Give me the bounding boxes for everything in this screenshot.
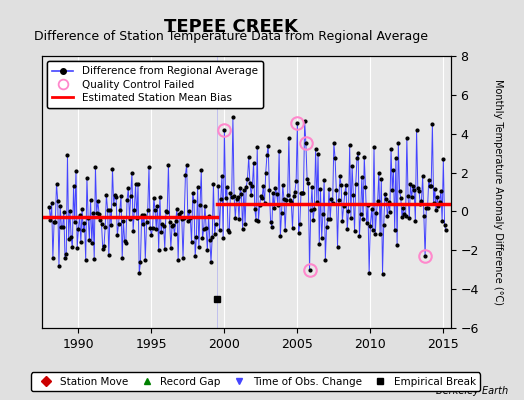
Text: Berkeley Earth: Berkeley Earth	[436, 386, 508, 396]
Legend: Difference from Regional Average, Quality Control Failed, Estimated Station Mean: Difference from Regional Average, Qualit…	[47, 61, 263, 108]
Legend: Station Move, Record Gap, Time of Obs. Change, Empirical Break: Station Move, Record Gap, Time of Obs. C…	[31, 372, 481, 391]
Text: Difference of Station Temperature Data from Regional Average: Difference of Station Temperature Data f…	[34, 30, 428, 43]
Y-axis label: Monthly Temperature Anomaly Difference (°C): Monthly Temperature Anomaly Difference (…	[493, 79, 503, 305]
Text: TEPEE CREEK: TEPEE CREEK	[163, 18, 298, 36]
